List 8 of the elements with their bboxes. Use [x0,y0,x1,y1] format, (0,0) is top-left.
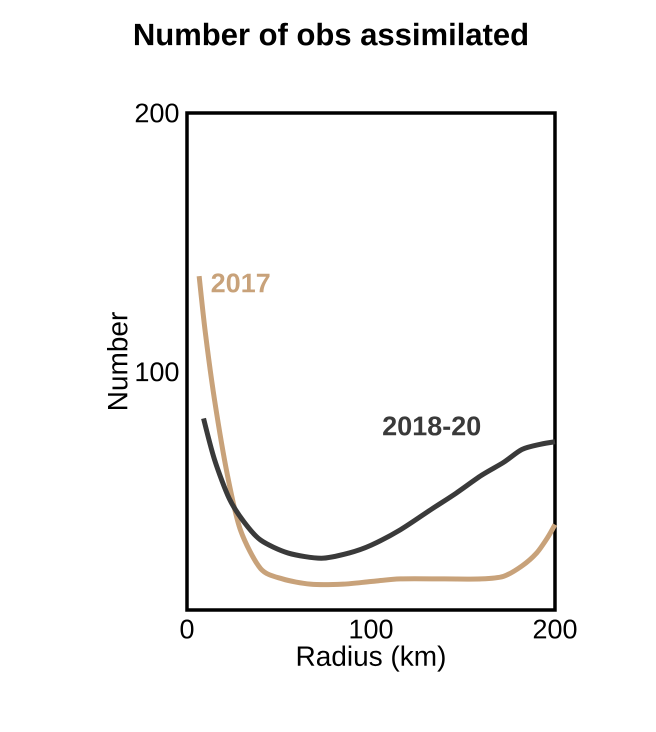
x-axis-title: Radius (km) [298,646,445,672]
x-tick-label: 200 [534,620,576,639]
x-tick-label: 0 [180,620,194,639]
y-axis-title: Number [107,312,128,409]
series-label: 2017 [212,273,270,293]
series-label: 2018-20 [383,416,480,436]
chart-title: Number of obs assimilated [134,22,528,46]
x-tick-label: 100 [350,620,392,639]
